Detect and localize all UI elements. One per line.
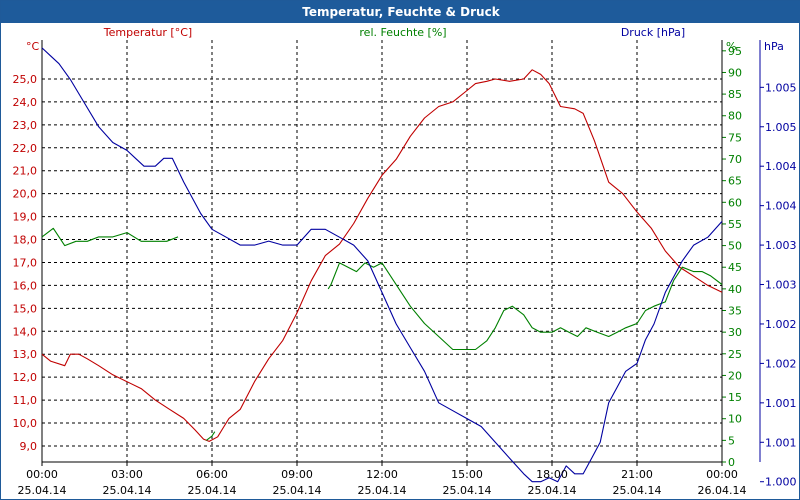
- pressure-tick: 1.003: [765, 279, 797, 292]
- humidity-tick: 85: [728, 88, 742, 101]
- x-tick-date: 25.04.14: [358, 484, 407, 497]
- humidity-tick: 90: [728, 66, 742, 79]
- temperature-tick: 12,0: [13, 371, 38, 384]
- plot-frame: [41, 40, 764, 483]
- series-line-pressure: [41, 47, 723, 483]
- humidity-tick: 65: [728, 175, 742, 188]
- temperature-tick: 18,0: [13, 234, 38, 247]
- humidity-tick: 35: [728, 305, 742, 318]
- pressure-tick: 1.004: [765, 200, 797, 213]
- x-tick-date: 26.04.14: [698, 484, 747, 497]
- legend-humidity: rel. Feuchte [%]: [359, 26, 446, 39]
- x-tick-time: 12:00: [366, 468, 398, 481]
- temperature-unit: °C: [26, 40, 40, 53]
- temperature-tick: 22,0: [13, 142, 38, 155]
- x-tick-time: 00:00: [26, 468, 58, 481]
- x-tick-date: 25.04.14: [103, 484, 152, 497]
- humidity-tick: 75: [728, 131, 742, 144]
- x-tick-date: 25.04.14: [613, 484, 662, 497]
- grid: [42, 40, 722, 462]
- temperature-tick: 25,0: [13, 73, 38, 86]
- x-tick-time: 15:00: [451, 468, 483, 481]
- x-tick-time: 06:00: [196, 468, 228, 481]
- temperature-tick: 17,0: [13, 256, 38, 269]
- x-tick-time: 09:00: [281, 468, 313, 481]
- pressure-tick: 1.003: [765, 239, 797, 252]
- pressure-unit: hPa: [764, 40, 784, 53]
- x-tick-time: 03:00: [111, 468, 143, 481]
- x-tick-date: 25.04.14: [273, 484, 322, 497]
- humidity-tick: 30: [728, 326, 742, 339]
- pressure-tick: 1.001: [765, 436, 797, 449]
- temperature-tick: 24,0: [13, 96, 38, 109]
- humidity-tick: 25: [728, 348, 742, 361]
- pressure-tick: 1.000: [765, 476, 797, 489]
- humidity-tick: 5: [728, 434, 735, 447]
- temperature-tick: 9,0: [20, 440, 38, 453]
- pressure-tick: 1.002: [765, 318, 797, 331]
- pressure-tick: 1.005: [765, 81, 797, 94]
- x-tick-time: 18:00: [536, 468, 568, 481]
- x-tick-date: 25.04.14: [18, 484, 67, 497]
- humidity-tick: 95: [728, 45, 742, 58]
- temperature-tick: 16,0: [13, 279, 38, 292]
- pressure-tick: 1.005: [765, 121, 797, 134]
- axes-labels: 9,0 10,0 11,0 12,0 13,0 14,0 15,0 16,0 17,0 18,0 1…: [13, 45, 797, 497]
- pressure-tick: 1.002: [765, 357, 797, 370]
- humidity-tick: 10: [728, 413, 742, 426]
- humidity-tick: 0: [728, 456, 735, 469]
- temperature-tick: 13,0: [13, 348, 38, 361]
- humidity-tick: 45: [728, 261, 742, 274]
- legend-pressure: Druck [hPa]: [621, 26, 685, 39]
- humidity-unit: %: [726, 40, 736, 53]
- window-title: Temperatur, Feuchte & Druck: [1, 1, 800, 23]
- humidity-tick: 20: [728, 369, 742, 382]
- temperature-tick: 19,0: [13, 211, 38, 224]
- series-layer: [41, 47, 723, 483]
- humidity-tick: 15: [728, 391, 742, 404]
- series-line-temperature: [41, 69, 723, 442]
- temperature-tick: 21,0: [13, 165, 38, 178]
- x-tick-date: 25.04.14: [188, 484, 237, 497]
- temperature-tick: 14,0: [13, 325, 38, 338]
- humidity-tick: 55: [728, 218, 742, 231]
- temperature-tick: 20,0: [13, 188, 38, 201]
- x-tick-time: 00:00: [706, 468, 738, 481]
- legend-temperature: Temperatur [°C]: [103, 26, 192, 39]
- humidity-tick: 50: [728, 240, 742, 253]
- x-tick-date: 25.04.14: [528, 484, 577, 497]
- humidity-tick: 70: [728, 153, 742, 166]
- temperature-tick: 10,0: [13, 417, 38, 430]
- temperature-tick: 15,0: [13, 302, 38, 315]
- humidity-tick: 40: [728, 283, 742, 296]
- pressure-tick: 1.004: [765, 160, 797, 173]
- x-tick-time: 21:00: [621, 468, 653, 481]
- x-tick-date: 25.04.14: [443, 484, 492, 497]
- humidity-tick: 60: [728, 196, 742, 209]
- temperature-tick: 23,0: [13, 119, 38, 132]
- series-line-humidity: [41, 227, 723, 441]
- temperature-tick: 11,0: [13, 394, 38, 407]
- pressure-tick: 1.001: [765, 397, 797, 410]
- humidity-tick: 80: [728, 110, 742, 123]
